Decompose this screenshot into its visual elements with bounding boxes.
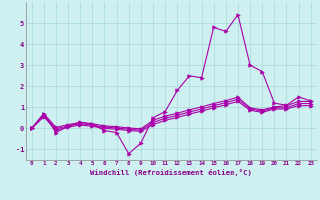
X-axis label: Windchill (Refroidissement éolien,°C): Windchill (Refroidissement éolien,°C) (90, 169, 252, 176)
